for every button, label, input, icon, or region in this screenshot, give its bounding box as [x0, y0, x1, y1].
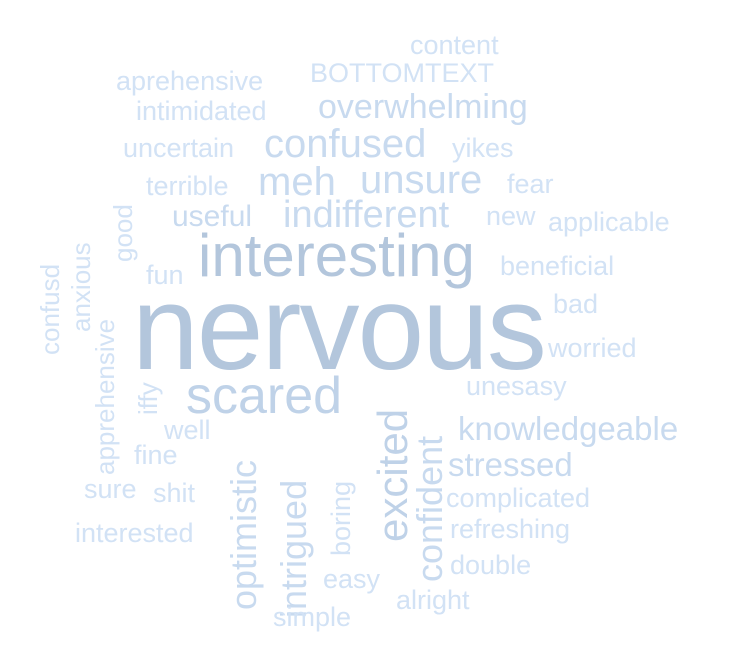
word-alright: alright [396, 585, 470, 615]
word-confident: confident [409, 435, 450, 582]
word-useful: useful [172, 200, 253, 233]
word-intimidated: intimidated [136, 96, 267, 126]
word-yikes: yikes [452, 133, 514, 163]
word-worried: worried [548, 333, 637, 363]
word-confused: confused [264, 122, 427, 166]
word-nervous: nervous [132, 261, 547, 395]
word-unesasy: unesasy [466, 371, 567, 401]
word-beneficial: beneficial [500, 251, 615, 281]
word-overwhelming: overwhelming [318, 88, 528, 126]
word-unsure: unsure [360, 158, 483, 202]
word-well: well [164, 415, 211, 445]
word-indifferent: indifferent [283, 194, 450, 236]
word-new: new [486, 201, 536, 231]
word-terrible: terrible [146, 171, 229, 201]
word-applicable: applicable [548, 207, 670, 237]
word-fun: fun [146, 260, 184, 290]
word-excited: excited [369, 408, 416, 542]
word-simple: simple [273, 602, 352, 632]
word-bottomtext: BOTTOMTEXT [310, 58, 495, 88]
word-refreshing: refreshing [450, 514, 571, 544]
word-aprehensive: aprehensive [116, 66, 264, 96]
word-sure: sure [84, 474, 137, 504]
word-stressed: stressed [448, 446, 573, 483]
word-content: content [410, 30, 499, 60]
word-intrigued: intrigued [273, 479, 314, 618]
word-bad: bad [553, 289, 599, 319]
word-interesting: interesting [198, 222, 475, 289]
word-fine: fine [134, 440, 178, 470]
word-knowledgeable: knowledgeable [458, 410, 679, 447]
word-confusd: confusd [35, 263, 65, 355]
word-apprehensive: apprehensive [90, 318, 120, 475]
word-easy: easy [323, 564, 381, 594]
word-fear: fear [507, 169, 554, 199]
word-shit: shit [153, 478, 196, 508]
word-scared: scared [186, 367, 343, 425]
word-boring: boring [326, 480, 356, 556]
word-iffy: iffy [133, 382, 163, 415]
word-double: double [450, 550, 532, 580]
word-optimistic: optimistic [223, 459, 264, 610]
word-good: good [108, 204, 138, 262]
word-interested: interested [75, 518, 194, 548]
word-complicated: complicated [446, 483, 591, 513]
word-meh: meh [258, 160, 336, 204]
word-uncertain: uncertain [123, 133, 235, 163]
